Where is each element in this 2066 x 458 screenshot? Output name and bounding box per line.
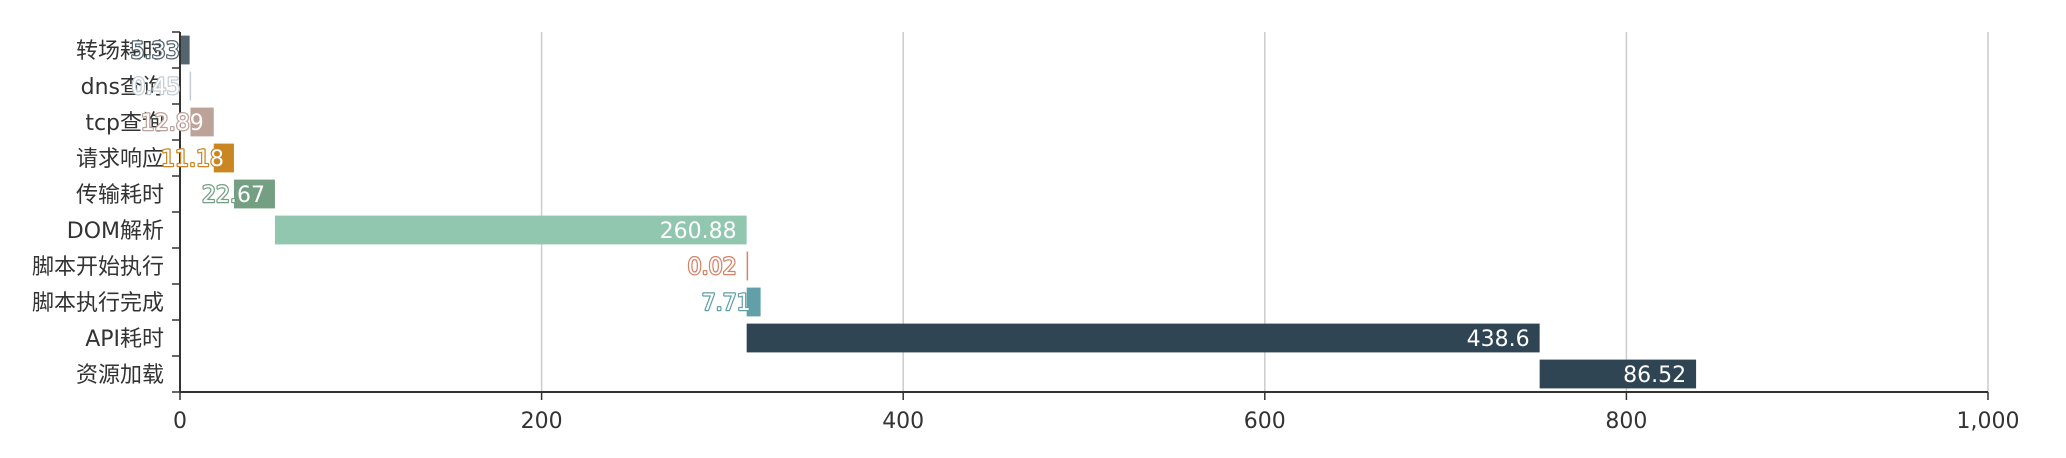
x-tick-label: 400 [882,409,924,434]
x-tick-label: 200 [521,409,563,434]
category-label: API耗时 [85,327,164,352]
category-label: 请求响应 [76,147,164,172]
category-label: DOM解析 [67,219,164,244]
data-label: 7.71 [702,291,751,316]
data-label: 260.88 [660,219,737,244]
bar [233,179,275,209]
bar [746,287,761,317]
category-label: tcp查询 [85,111,164,136]
data-label: 0.45 [131,75,180,100]
bar [746,323,1540,353]
x-tick-label: 1,000 [1957,409,2020,434]
category-label: 脚本执行完成 [32,291,164,316]
data-label: 11.18 [161,147,224,172]
data-label: 22.67 [202,183,265,208]
bar [180,35,190,65]
bar [190,107,214,137]
data-label: 12.89 [141,111,204,136]
category-label: 脚本开始执行 [32,255,164,280]
category-label: dns查询 [81,75,164,100]
data-label: 0.02 [688,255,737,280]
x-tick-label: 800 [1605,409,1647,434]
bars [180,35,1697,389]
category-label: 转场耗时 [76,39,164,64]
bar [213,143,234,173]
category-label: 资源加载 [76,363,164,388]
bar [1539,359,1697,389]
data-label: 86.52 [1623,363,1686,388]
x-tick-label: 600 [1244,409,1286,434]
bar [189,71,192,101]
x-tick-label: 0 [173,409,187,434]
axes [172,31,1989,400]
bar [274,215,747,245]
data-label: 438.6 [1467,327,1530,352]
category-label: 传输耗时 [76,183,164,208]
bar [746,251,749,281]
data-label: 5.33 [131,39,180,64]
